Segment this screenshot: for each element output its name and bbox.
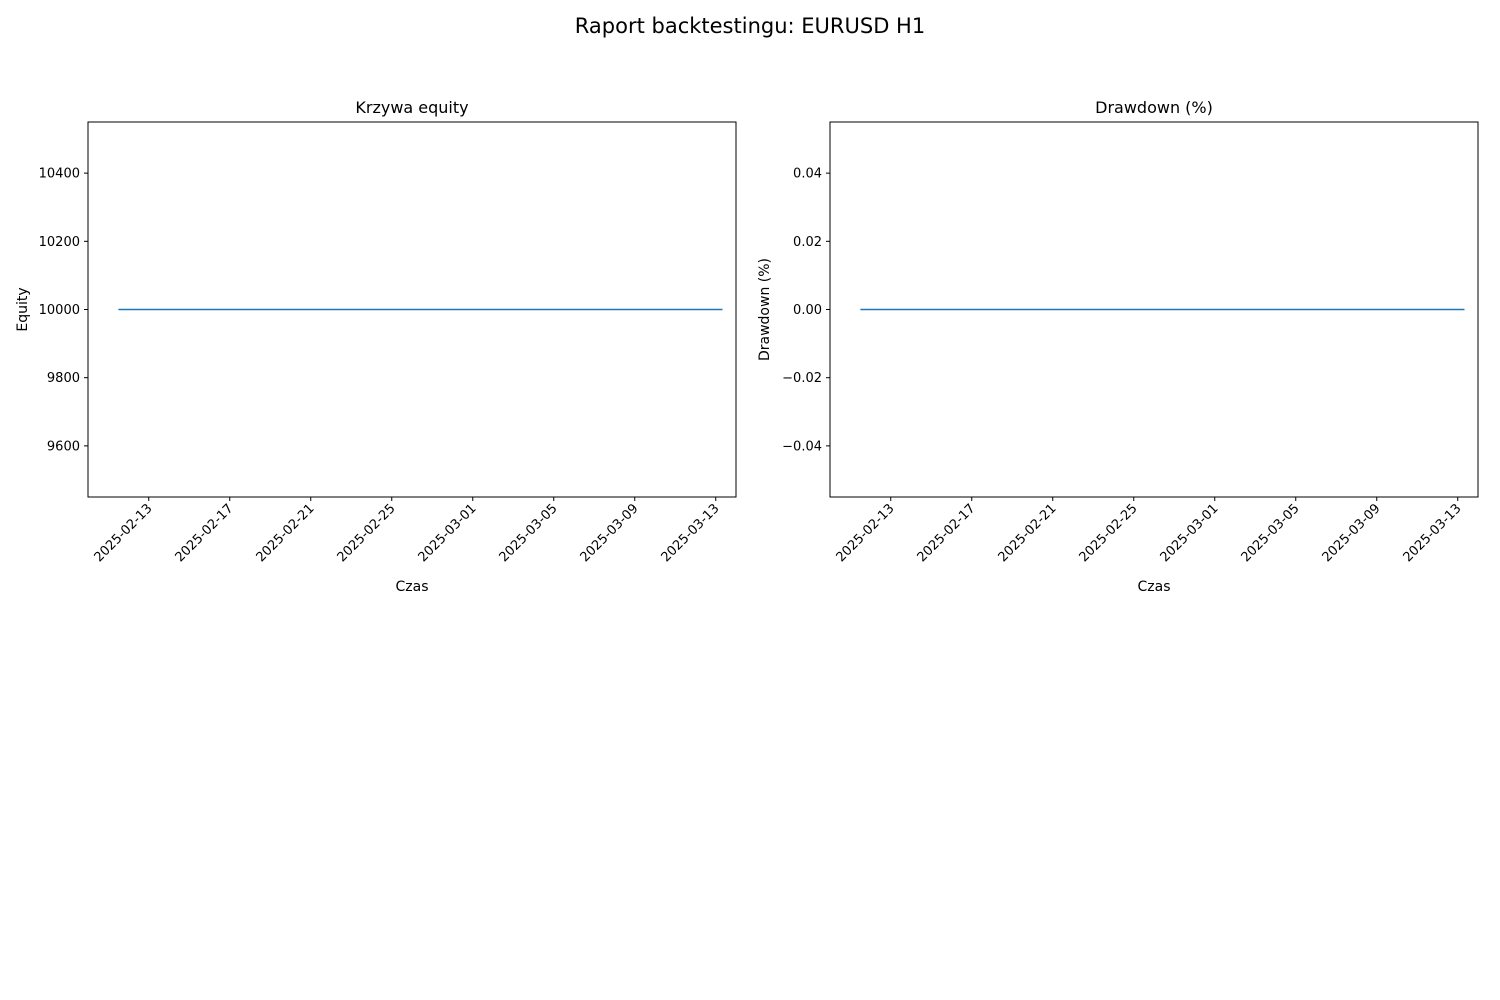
y-tick-label: 0.04 (793, 167, 822, 182)
x-tick-label: 2025-03-09 (1320, 501, 1384, 565)
y-tick-label: 0.00 (793, 303, 822, 318)
x-tick-label: 2025-03-01 (416, 501, 480, 565)
y-tick-label: 10200 (39, 235, 80, 250)
y-tick-label: 10000 (39, 303, 80, 318)
x-axis-label: Czas (396, 579, 429, 595)
x-tick-label: 2025-02-13 (92, 501, 156, 565)
x-tick-label: 2025-03-13 (1401, 501, 1465, 565)
y-axis-label: Drawdown (%) (757, 258, 773, 361)
drawdown-chart-panel: −0.04 −0.02 0.00 0.02 0.04 2025-02-13 2025-02-… (757, 98, 1479, 595)
x-tick-label: 2025-02-21 (254, 501, 318, 565)
x-tick-label: 2025-02-21 (996, 501, 1060, 565)
figure-title: Raport backtestingu: EURUSD H1 (574, 14, 926, 38)
chart-title: Krzywa equity (355, 98, 468, 117)
x-tick-label: 2025-03-05 (1239, 501, 1303, 565)
x-tick-label: 2025-03-09 (578, 501, 642, 565)
y-tick-label: 0.02 (793, 235, 822, 250)
y-tick-label: −0.02 (782, 371, 822, 386)
y-tick-label: 9800 (47, 371, 80, 386)
x-tick-label: 2025-02-17 (915, 501, 979, 565)
y-tick-label: −0.04 (782, 439, 822, 454)
y-axis-label: Equity (15, 287, 31, 331)
x-tick-label: 2025-02-13 (834, 501, 898, 565)
x-axis-label: Czas (1138, 579, 1171, 595)
x-tick-label: 2025-02-25 (335, 501, 399, 565)
x-tick-label: 2025-03-05 (497, 501, 561, 565)
x-tick-label: 2025-03-13 (659, 501, 723, 565)
chart-title: Drawdown (%) (1095, 98, 1213, 117)
y-tick-label: 10400 (39, 167, 80, 182)
y-tick-label: 9600 (47, 439, 80, 454)
x-tick-label: 2025-03-01 (1158, 501, 1222, 565)
x-tick-label: 2025-02-17 (173, 501, 237, 565)
equity-chart-panel: 9600 9800 10000 10200 10400 2025-02-13 2025-02… (15, 98, 737, 595)
x-tick-label: 2025-02-25 (1077, 501, 1141, 565)
